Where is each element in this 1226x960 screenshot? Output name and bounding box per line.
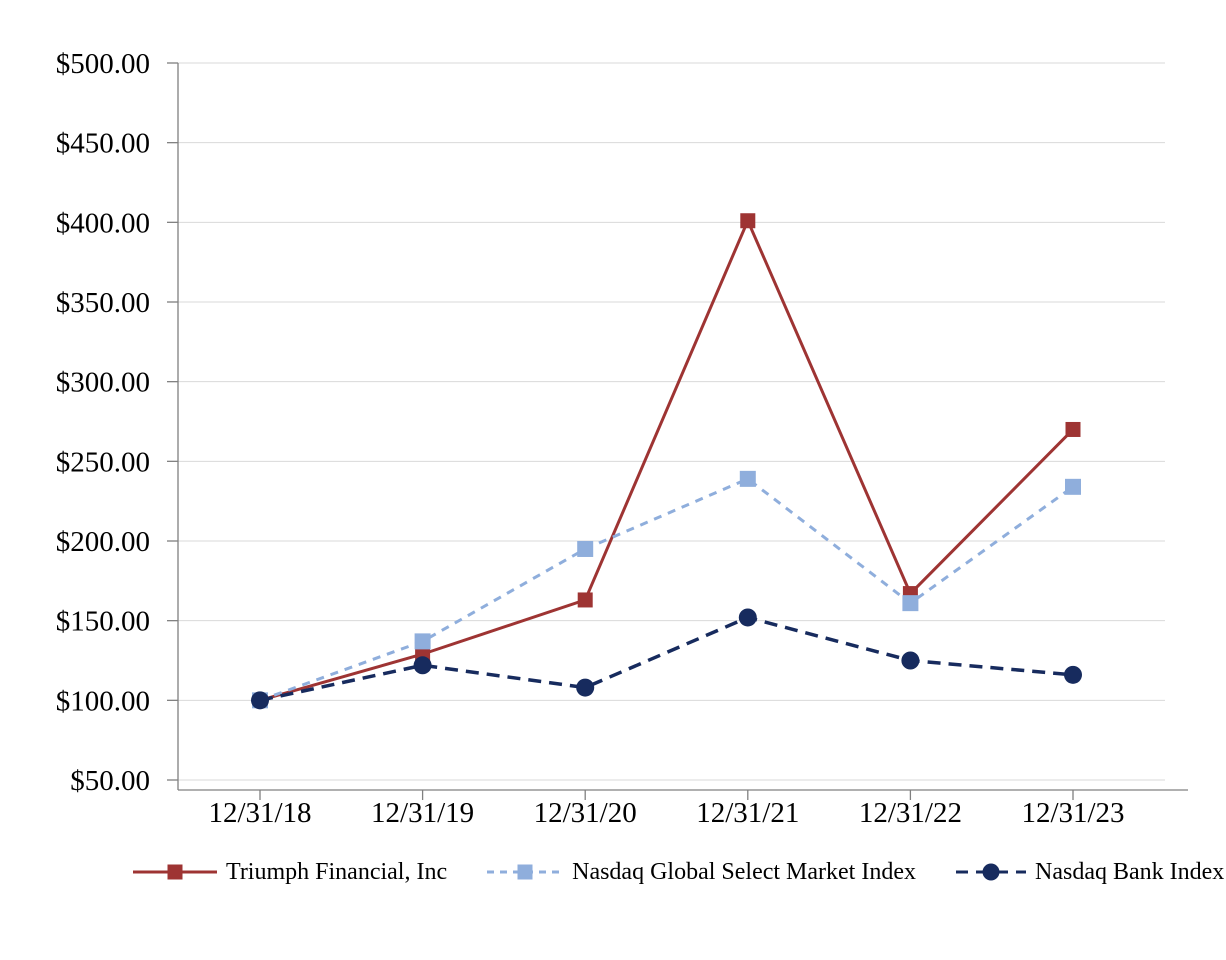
- chart-legend: Triumph Financial, Inc Nasdaq Global Sel…: [133, 850, 1224, 894]
- y-axis-tick-label: $400.00: [56, 207, 150, 239]
- legend-label-nasdaq-global-select: Nasdaq Global Select Market Index: [572, 858, 916, 885]
- y-axis-tick-label: $500.00: [56, 48, 150, 80]
- data-point-marker: [577, 540, 594, 557]
- data-point-marker: [901, 651, 920, 670]
- series-line-2: [259, 615, 1074, 703]
- data-point-marker: [1064, 665, 1082, 684]
- y-axis-tick-label: $450.00: [56, 128, 150, 160]
- x-axis-tick-label: 12/31/21: [696, 797, 799, 829]
- data-point-marker: [1065, 421, 1081, 437]
- x-axis-tick-label: 12/31/19: [371, 797, 474, 829]
- plot-area: $50.00 $100.00 $150.00 $200.00 $250.00 $300.0…: [56, 48, 1188, 829]
- y-axis-tick-label: $250.00: [56, 446, 150, 478]
- data-point-marker: [738, 608, 757, 627]
- x-axis-tick-label: 12/31/23: [1021, 797, 1124, 829]
- legend-item-triumph-financial: Triumph Financial, Inc: [133, 859, 447, 886]
- legend-item-nasdaq-global-select: Nasdaq Global Select Market Index: [487, 859, 916, 886]
- data-point-marker: [1065, 478, 1081, 495]
- data-point-marker: [739, 470, 756, 487]
- x-axis-tick-label: 12/31/18: [208, 797, 311, 829]
- circle-marker-icon: [982, 863, 1000, 881]
- legend-item-nasdaq-bank: Nasdaq Bank Index: [956, 859, 1224, 886]
- square-marker-icon: [517, 864, 533, 880]
- data-point-marker: [576, 678, 595, 697]
- y-axis-tick-label: $200.00: [56, 526, 150, 558]
- data-point-marker: [902, 595, 919, 612]
- y-axis-tick-label: $50.00: [70, 765, 150, 797]
- x-axis-tick-label: 12/31/22: [859, 797, 962, 829]
- y-axis-tick-label: $300.00: [56, 367, 150, 399]
- series-line-0: [259, 216, 1075, 702]
- y-axis-tick-label: $100.00: [56, 685, 150, 717]
- legend-sample-nasdaq-global-select: [487, 864, 564, 880]
- data-point-marker: [577, 592, 593, 608]
- legend-label-triumph-financial: Triumph Financial, Inc: [226, 858, 448, 885]
- data-point-marker: [740, 213, 756, 229]
- data-point-marker: [413, 656, 432, 675]
- square-marker-icon: [167, 864, 183, 880]
- data-point-marker: [414, 633, 431, 650]
- legend-sample-triumph-financial: [133, 864, 217, 880]
- data-point-marker: [251, 691, 269, 710]
- y-axis-tick-label: $350.00: [56, 287, 150, 319]
- y-axis-tick-label: $150.00: [56, 606, 150, 638]
- legend-label-nasdaq-bank: Nasdaq Bank Index: [1035, 858, 1225, 885]
- legend-sample-nasdaq-bank: [956, 863, 1026, 881]
- x-axis-tick-label: 12/31/20: [534, 797, 637, 829]
